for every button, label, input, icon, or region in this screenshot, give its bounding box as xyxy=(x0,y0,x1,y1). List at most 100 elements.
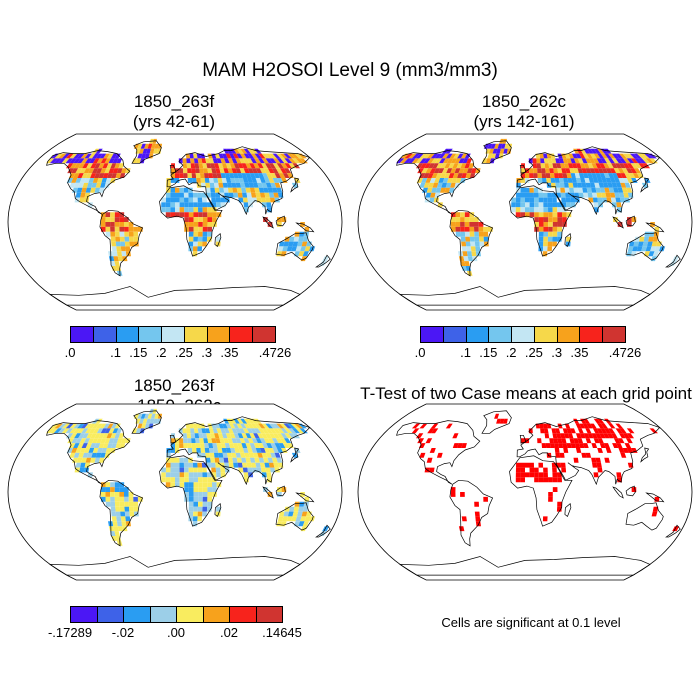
grid-cell xyxy=(319,261,327,266)
grid-cell xyxy=(533,192,539,198)
grid-cell xyxy=(247,467,253,473)
grid-cell xyxy=(161,197,166,203)
grid-cell xyxy=(175,202,180,208)
grid-cell xyxy=(191,438,196,444)
grid-cell xyxy=(166,192,171,198)
grid-cell xyxy=(595,433,602,439)
colorbar-box xyxy=(602,326,626,343)
grid-cell xyxy=(115,443,122,448)
colorbar-box xyxy=(149,606,177,623)
grid-cell xyxy=(233,462,239,468)
grid-cell xyxy=(565,192,571,198)
grid-cell xyxy=(231,182,237,188)
grid-cell xyxy=(208,158,215,164)
grid-cell xyxy=(233,443,239,448)
grid-cell xyxy=(525,207,530,213)
grid-cell xyxy=(595,173,602,178)
grid-cell xyxy=(161,202,166,208)
grid-cell xyxy=(548,226,553,232)
grid-cell xyxy=(570,158,576,164)
grid-cell xyxy=(209,182,215,188)
grid-cell xyxy=(239,168,246,174)
grid-cell xyxy=(596,158,604,164)
grid-cell xyxy=(622,153,631,159)
grid-cell xyxy=(253,163,260,169)
grid-cell xyxy=(431,187,437,193)
grid-cell xyxy=(425,438,433,444)
grid-cell xyxy=(88,423,96,429)
grid-cell xyxy=(114,492,120,497)
grid-cell xyxy=(243,148,251,154)
grid-cell xyxy=(239,428,246,434)
grid-cell xyxy=(615,182,622,188)
grid-cell xyxy=(206,163,212,169)
grid-cell xyxy=(225,433,232,439)
grid-cell xyxy=(240,418,248,424)
grid-cell xyxy=(202,222,208,227)
grid-cell xyxy=(224,173,231,178)
grid-cell xyxy=(304,516,311,522)
grid-cell xyxy=(520,168,525,174)
grid-cell xyxy=(445,148,453,154)
grid-cell xyxy=(65,428,74,434)
grid-cell xyxy=(222,182,228,188)
grid-cell xyxy=(110,163,117,169)
grid-cell xyxy=(261,452,268,458)
grid-cell xyxy=(97,178,103,183)
grid-cell xyxy=(261,163,268,169)
grid-cell xyxy=(212,158,218,164)
map-boundary xyxy=(357,403,693,581)
grid-cell xyxy=(67,168,75,174)
grid-cell xyxy=(253,173,260,178)
grid-cell xyxy=(185,153,191,159)
grid-cell xyxy=(183,462,189,468)
grid-cell xyxy=(525,192,530,198)
grid-cell xyxy=(617,168,625,174)
grid-cell xyxy=(549,168,554,174)
grid-cell xyxy=(251,448,258,453)
grid-cell xyxy=(94,163,101,169)
grid-cell xyxy=(520,472,525,478)
grid-cell xyxy=(269,428,277,434)
grid-cell xyxy=(597,178,603,183)
grid-cell xyxy=(460,153,468,159)
grid-cell xyxy=(276,178,284,183)
grid-cell xyxy=(638,158,647,164)
grid-cell xyxy=(75,192,82,198)
grid-cell xyxy=(650,222,655,227)
grid-cell xyxy=(272,178,279,183)
grid-cell xyxy=(548,496,553,502)
grid-cell xyxy=(259,462,266,468)
grid-cell xyxy=(73,452,80,458)
grid-cell xyxy=(267,187,274,193)
grid-cell xyxy=(244,182,250,188)
coastline-newzealand xyxy=(665,524,681,538)
coastline-newguinea xyxy=(295,222,315,233)
grid-cell xyxy=(110,423,118,429)
grid-cell xyxy=(227,182,233,188)
grid-cell xyxy=(195,438,200,444)
grid-cell xyxy=(276,457,283,463)
grid-cell xyxy=(547,241,553,247)
grid-cell xyxy=(538,217,544,222)
grid-cell xyxy=(460,217,465,222)
map-panel-top-right xyxy=(357,133,693,311)
grid-cell xyxy=(474,236,480,242)
grid-cell xyxy=(95,423,103,429)
grid-cell xyxy=(211,197,217,203)
grid-cell xyxy=(455,226,461,232)
grid-cell xyxy=(294,153,304,159)
grid-cell xyxy=(105,231,111,237)
grid-cell xyxy=(73,173,80,178)
grid-cell xyxy=(597,168,604,174)
grid-cell xyxy=(95,182,102,188)
grid-cell xyxy=(96,428,104,434)
grid-cell xyxy=(274,443,282,448)
grid-cell xyxy=(616,207,622,213)
grid-cell xyxy=(249,443,256,448)
grid-cell xyxy=(196,153,202,159)
grid-cell xyxy=(562,158,568,164)
grid-cell xyxy=(564,182,569,188)
grid-cell xyxy=(193,496,199,502)
grid-cell xyxy=(444,163,451,169)
